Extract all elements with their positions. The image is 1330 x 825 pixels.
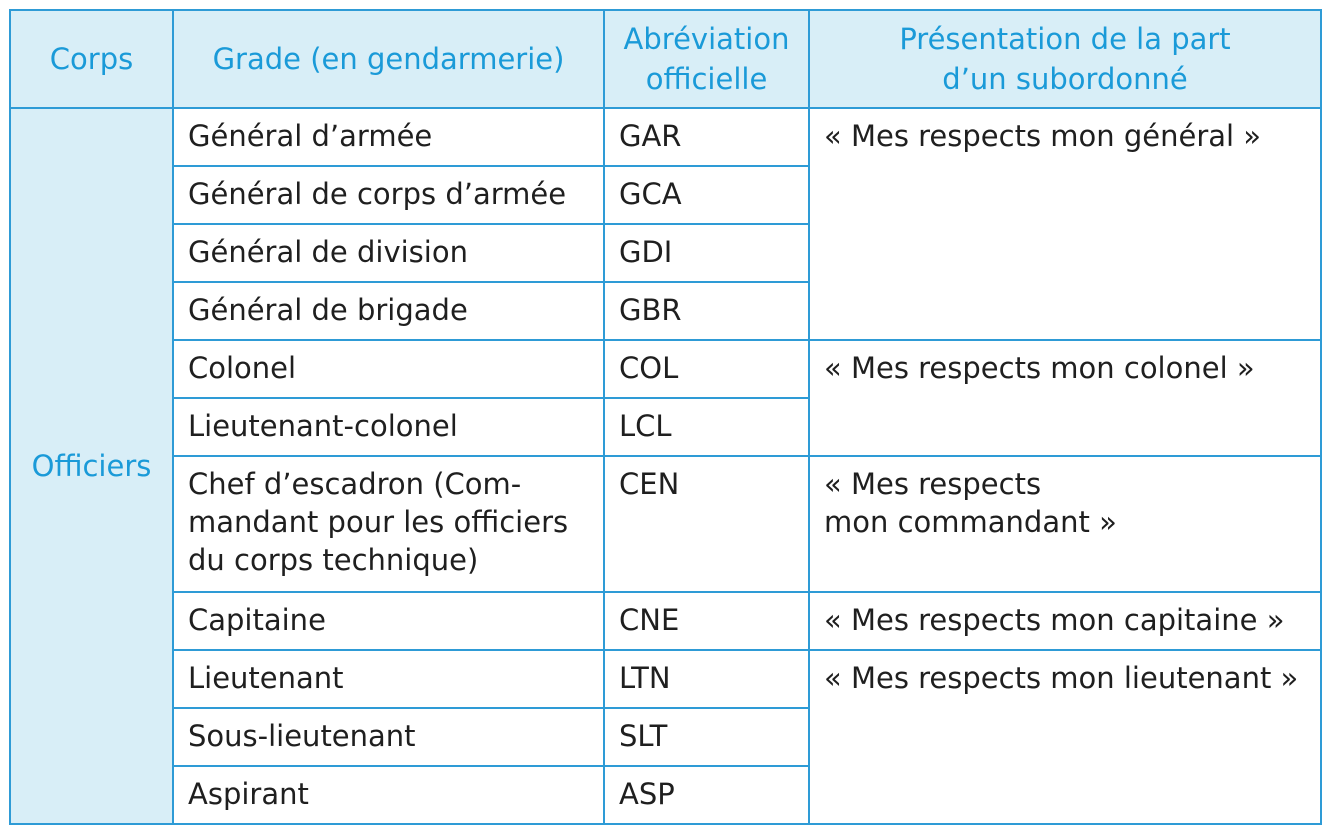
header-corps-label: Corps — [49, 42, 134, 76]
grade-cell: Aspirant — [172, 765, 605, 825]
grades-table: Corps Grade (en gendarmerie) Abréviation… — [9, 9, 1322, 825]
table-row: Général de brigade GBR — [10, 281, 1321, 341]
table-row: Officiers Général d’armée GAR « Mes resp… — [9, 107, 1322, 825]
grade-cell: Chef d’escadron (Com- mandant pour les o… — [172, 455, 605, 593]
table-row: Général de division GDI — [10, 223, 1321, 283]
table-row: Capitaine CNE « Mes respects mon capitai… — [10, 591, 1322, 651]
header-pres-line1: Présentation de la part — [899, 22, 1231, 56]
corps-cell: Officiers — [9, 107, 174, 825]
abbr-cell: CNE — [603, 591, 810, 651]
grade-line: mandant pour les officiers — [188, 505, 569, 539]
grade-line: Chef d’escadron (Com- — [188, 467, 522, 501]
table-row: Sous-lieutenant SLT — [10, 707, 1321, 767]
header-abbr-line2: officielle — [645, 62, 768, 96]
table-row: Colonel COL « Mes respects mon colonel » — [10, 339, 1322, 457]
grade-cell: Général de division — [172, 223, 605, 283]
grade-cell: Sous-lieutenant — [172, 707, 605, 767]
abbr-cell: GDI — [603, 223, 810, 283]
table-row: Lieutenant LTN « Mes respects mon lieute… — [10, 649, 1322, 825]
presentation-line: mon commandant » — [824, 505, 1117, 539]
table-row: Général de corps d’armée GCA — [10, 165, 1321, 225]
presentation-cell-general: « Mes respects mon général » — [808, 107, 1322, 341]
grade-cell: Général d’armée — [172, 107, 605, 167]
abbr-cell: GAR — [603, 107, 810, 167]
corps-label: Officiers — [31, 449, 152, 483]
grade-cell: Lieutenant-colonel — [172, 397, 605, 457]
presentation-cell-colonel: « Mes respects mon colonel » — [808, 339, 1322, 457]
abbr-cell: GBR — [603, 281, 810, 341]
header-grade: Grade (en gendarmerie) — [172, 9, 605, 109]
grade-line: du corps technique) — [188, 543, 479, 577]
abbr-cell: COL — [603, 339, 810, 399]
abbr-cell: GCA — [603, 165, 810, 225]
grade-cell: Colonel — [172, 339, 605, 399]
abbr-cell: LTN — [603, 649, 810, 709]
table-row: Aspirant ASP — [10, 765, 1321, 825]
abbr-cell: CEN — [603, 455, 810, 593]
grade-cell: Lieutenant — [172, 649, 605, 709]
abbr-cell: LCL — [603, 397, 810, 457]
table-row: Chef d’escadron (Com- mandant pour les o… — [10, 455, 1322, 593]
abbr-cell: ASP — [603, 765, 810, 825]
presentation-line: « Mes respects — [824, 467, 1042, 501]
header-presentation: Présentation de la part d’un subordonné — [808, 9, 1322, 109]
grade-cell: Général de brigade — [172, 281, 605, 341]
grade-cell: Capitaine — [172, 591, 605, 651]
header-row: Corps Grade (en gendarmerie) Abréviation… — [9, 9, 1322, 109]
grade-cell: Général de corps d’armée — [172, 165, 605, 225]
header-corps: Corps — [9, 9, 174, 109]
header-abbr-line1: Abréviation — [623, 22, 790, 56]
header-abbreviation: Abréviation officielle — [603, 9, 810, 109]
presentation-cell-lieutenant: « Mes respects mon lieutenant » — [808, 649, 1322, 825]
presentation-cell-capitaine: « Mes respects mon capitaine » — [808, 591, 1322, 651]
presentation-cell-commandant: « Mes respects mon commandant » — [808, 455, 1322, 593]
table-row: Lieutenant-colonel LCL — [10, 397, 1321, 457]
header-pres-line2: d’un subordonné — [942, 62, 1188, 96]
header-grade-label: Grade (en gendarmerie) — [212, 42, 565, 76]
abbr-cell: SLT — [603, 707, 810, 767]
